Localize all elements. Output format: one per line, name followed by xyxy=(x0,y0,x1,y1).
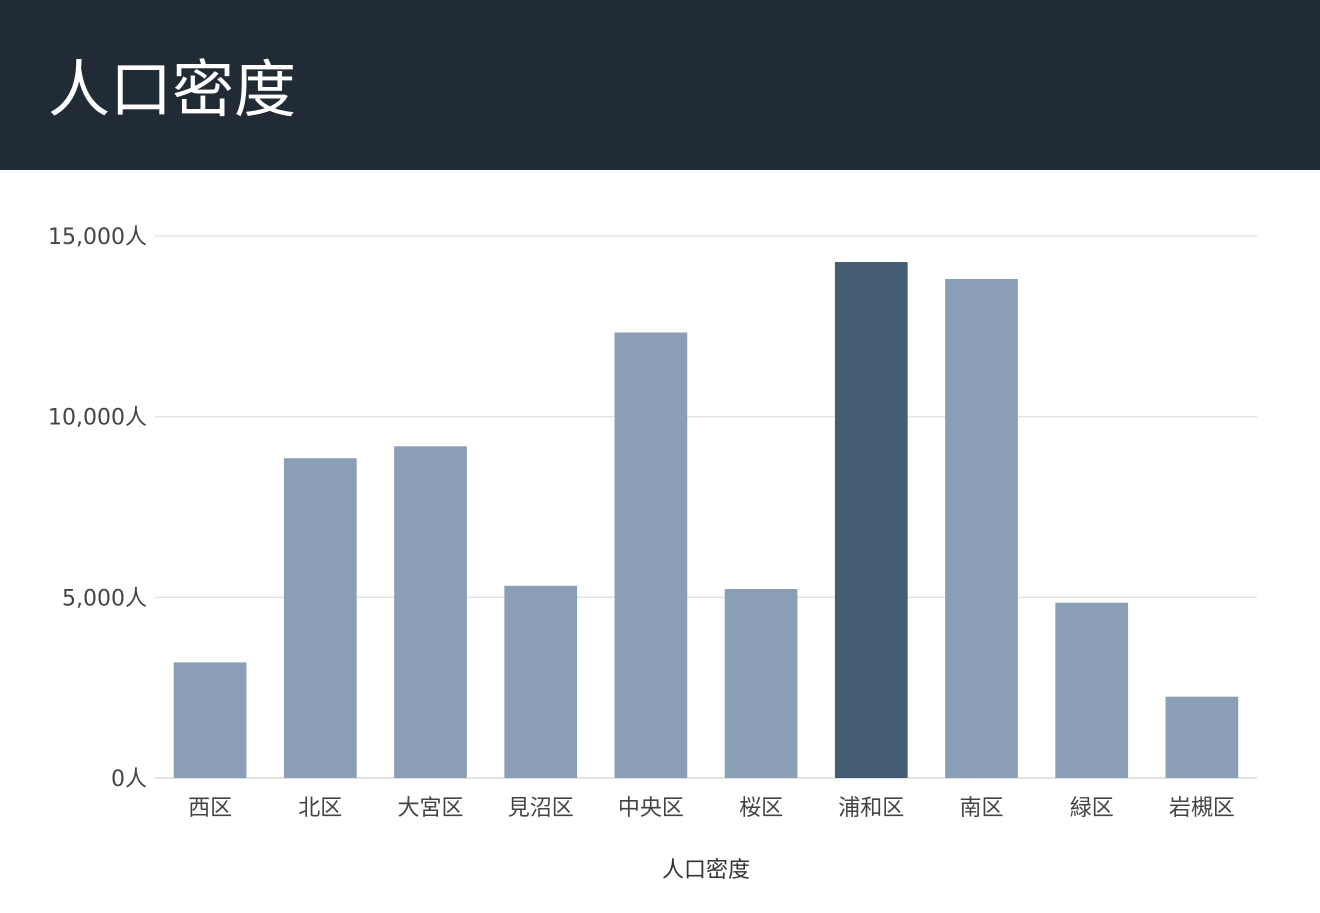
x-tick-label: 南区 xyxy=(959,796,1003,821)
x-tick-label: 大宮区 xyxy=(397,796,463,821)
x-axis-title: 人口密度 xyxy=(662,858,750,883)
bar-6[interactable] xyxy=(724,589,798,778)
x-tick-label: 緑区 xyxy=(1070,796,1114,821)
y-tick-label: 5,000人 xyxy=(62,586,147,611)
y-axis: 0人 5,000人 10,000人 15,000人 xyxy=(48,225,147,792)
x-tick-label: 桜区 xyxy=(739,796,783,821)
bar-3[interactable] xyxy=(394,446,467,778)
bar-4[interactable] xyxy=(504,585,578,778)
bar-1[interactable] xyxy=(173,662,247,778)
y-tick-label: 10,000人 xyxy=(48,406,147,431)
bar-2[interactable] xyxy=(283,458,357,778)
bar-10[interactable] xyxy=(1165,696,1239,778)
bar-5[interactable] xyxy=(614,332,688,778)
bars xyxy=(173,262,1239,778)
chart-title: 人口密度 xyxy=(48,53,297,126)
x-tick-label: 西区 xyxy=(188,796,232,821)
y-tick-label: 15,000人 xyxy=(48,225,147,250)
x-axis: 西区 北区 大宮区 見沼区 中央区 桜区 浦和区 南区 緑区 岩槻区 xyxy=(188,796,1235,821)
bar-9[interactable] xyxy=(1055,602,1129,778)
x-tick-label: 見沼区 xyxy=(508,796,574,821)
y-tick-label: 0人 xyxy=(111,767,147,792)
bar-7[interactable] xyxy=(834,262,908,778)
chart-header: 人口密度 xyxy=(0,0,1320,170)
x-tick-label: 中央区 xyxy=(618,796,684,821)
x-tick-label: 北区 xyxy=(298,796,342,821)
x-tick-label: 浦和区 xyxy=(838,796,904,821)
x-tick-label: 岩槻区 xyxy=(1169,796,1235,821)
bar-8[interactable] xyxy=(945,278,1018,778)
